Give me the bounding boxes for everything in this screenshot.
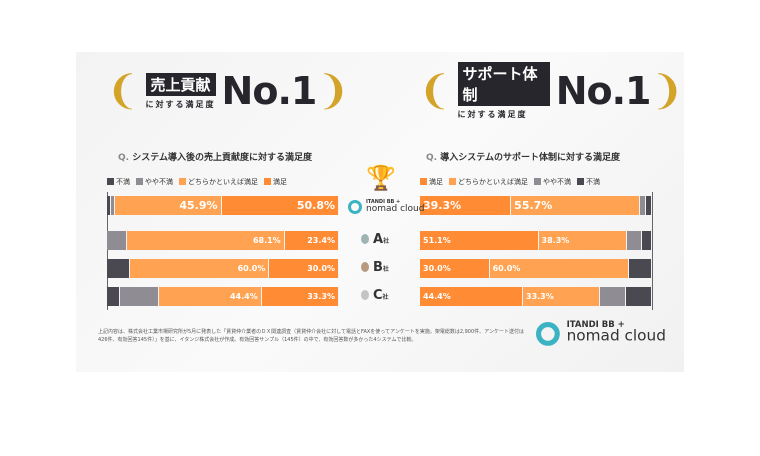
bar-segment — [107, 231, 127, 250]
bar-segment — [600, 287, 626, 306]
left-legend: 不満 やや不満 どちらかといえば満足 満足 — [107, 177, 287, 187]
bar-row: 39.3% 55.7% — [420, 196, 652, 215]
logo-text: nomad cloud — [366, 204, 425, 214]
company-a-label: A社 — [361, 232, 389, 247]
q-prefix: Q. — [426, 153, 438, 163]
chart-title: システム導入後の売上貢献度に対する満足度 — [132, 153, 312, 163]
bar-segment — [107, 196, 111, 215]
bar-segment — [646, 196, 652, 215]
legend-item: どちらかといえば満足 — [179, 177, 258, 187]
laurel-icon: ❨ — [106, 68, 140, 114]
logo-text: ITANDI BB + — [366, 199, 401, 205]
right-question: Q. 導入システムのサポート体制に対する満足度 — [426, 150, 620, 163]
bar-segment — [107, 287, 120, 306]
bar-row: 30.0% 60.0% — [420, 259, 652, 278]
bar-segment — [119, 287, 159, 306]
bar-segment: 33.3% — [523, 287, 601, 306]
left-question: Q. システム導入後の売上貢献度に対する満足度 — [118, 150, 312, 163]
infographic-card: ❨ 売上貢献に対する満足度 No.1 ❩ ❨ サポート体制に対する満足度 No.… — [76, 52, 684, 372]
silver-medal-icon — [361, 234, 369, 244]
badge-sub: に対する満足度 — [457, 110, 528, 119]
chart-title: 導入システムのサポート体制に対する満足度 — [440, 153, 620, 163]
laurel-icon: ❨ — [418, 68, 452, 114]
bar-segment: 45.9% — [115, 196, 222, 215]
bar-row: 68.1% 23.4% — [107, 231, 339, 250]
badge-title: サポート体制 — [457, 62, 550, 106]
legend-item: 不満 — [107, 177, 130, 187]
badge-title: 売上貢献 — [145, 72, 216, 96]
bar-row: 44.4% 33.3% — [107, 287, 339, 306]
bar-segment: 50.8% — [221, 196, 339, 215]
bar-segment: 30.0% — [269, 259, 339, 278]
trophy-icon: 🏆 — [366, 164, 396, 192]
company-c-label: C社 — [361, 288, 389, 303]
bar-segment: 68.1% — [126, 231, 285, 250]
bar-segment: 30.0% — [420, 259, 490, 278]
logo-text: ITANDI BB + — [566, 320, 625, 331]
bar-row: 60.0% 30.0% — [107, 259, 339, 278]
bar-segment: 60.0% — [489, 259, 629, 278]
bronze-medal-icon — [361, 262, 369, 272]
legend-item: 不満 — [577, 177, 600, 187]
bar-segment — [627, 231, 643, 250]
medal-icon — [361, 290, 369, 300]
bar-segment: 39.3% — [420, 196, 512, 215]
bar-segment: 55.7% — [511, 196, 641, 215]
nomad-logo-icon — [536, 322, 560, 346]
bar-row: 44.4% 33.3% — [420, 287, 652, 306]
nomad-logo-icon — [348, 200, 362, 214]
company-b-label: B社 — [361, 260, 389, 275]
legend-item: どちらかといえば満足 — [449, 177, 528, 187]
bar-row: 51.1% 38.3% — [420, 231, 652, 250]
legend-item: やや不満 — [534, 177, 571, 187]
bar-segment: 23.4% — [284, 231, 339, 250]
right-legend: 満足 どちらかといえば満足 やや不満 不満 — [420, 177, 600, 187]
legend-item: 満足 — [420, 177, 443, 187]
footnote: 上記内容は、株式会社工業市場研究所が5月に発表した「賃貸仲介業者のＤＸ関連調査（… — [98, 329, 524, 343]
bar-segment: 44.4% — [420, 287, 523, 306]
bar-segment — [626, 287, 652, 306]
laurel-icon: ❩ — [650, 68, 684, 114]
bar-segment: 60.0% — [130, 259, 270, 278]
bar-segment — [107, 259, 131, 278]
right-axis — [652, 192, 653, 310]
bar-segment — [628, 259, 652, 278]
logo-text: nomad cloud — [566, 328, 666, 346]
bar-segment — [640, 196, 647, 215]
legend-item: 満足 — [264, 177, 287, 187]
q-prefix: Q. — [118, 153, 130, 163]
bar-segment — [642, 231, 652, 250]
sales-contribution-badge: ❨ 売上貢献に対する満足度 No.1 ❩ — [106, 66, 350, 116]
badge-sub: に対する満足度 — [145, 99, 216, 109]
bar-segment: 33.3% — [261, 287, 339, 306]
bar-segment: 38.3% — [538, 231, 628, 250]
laurel-icon: ❩ — [316, 68, 350, 114]
bar-row: 45.9% 50.8% — [107, 196, 339, 215]
bar-segment: 51.1% — [420, 231, 539, 250]
nomad-cloud-logo-large: ITANDI BB + nomad cloud — [536, 320, 666, 346]
legend-item: やや不満 — [136, 177, 173, 187]
bar-segment — [111, 196, 116, 215]
bar-segment: 44.4% — [158, 287, 262, 306]
nomad-cloud-logo: ITANDI BB + nomad cloud — [348, 200, 424, 214]
no1-text: No.1 — [221, 69, 318, 113]
no1-text: No.1 — [555, 69, 652, 113]
left-axis — [107, 192, 108, 310]
support-badge: ❨ サポート体制に対する満足度 No.1 ❩ — [418, 62, 684, 119]
